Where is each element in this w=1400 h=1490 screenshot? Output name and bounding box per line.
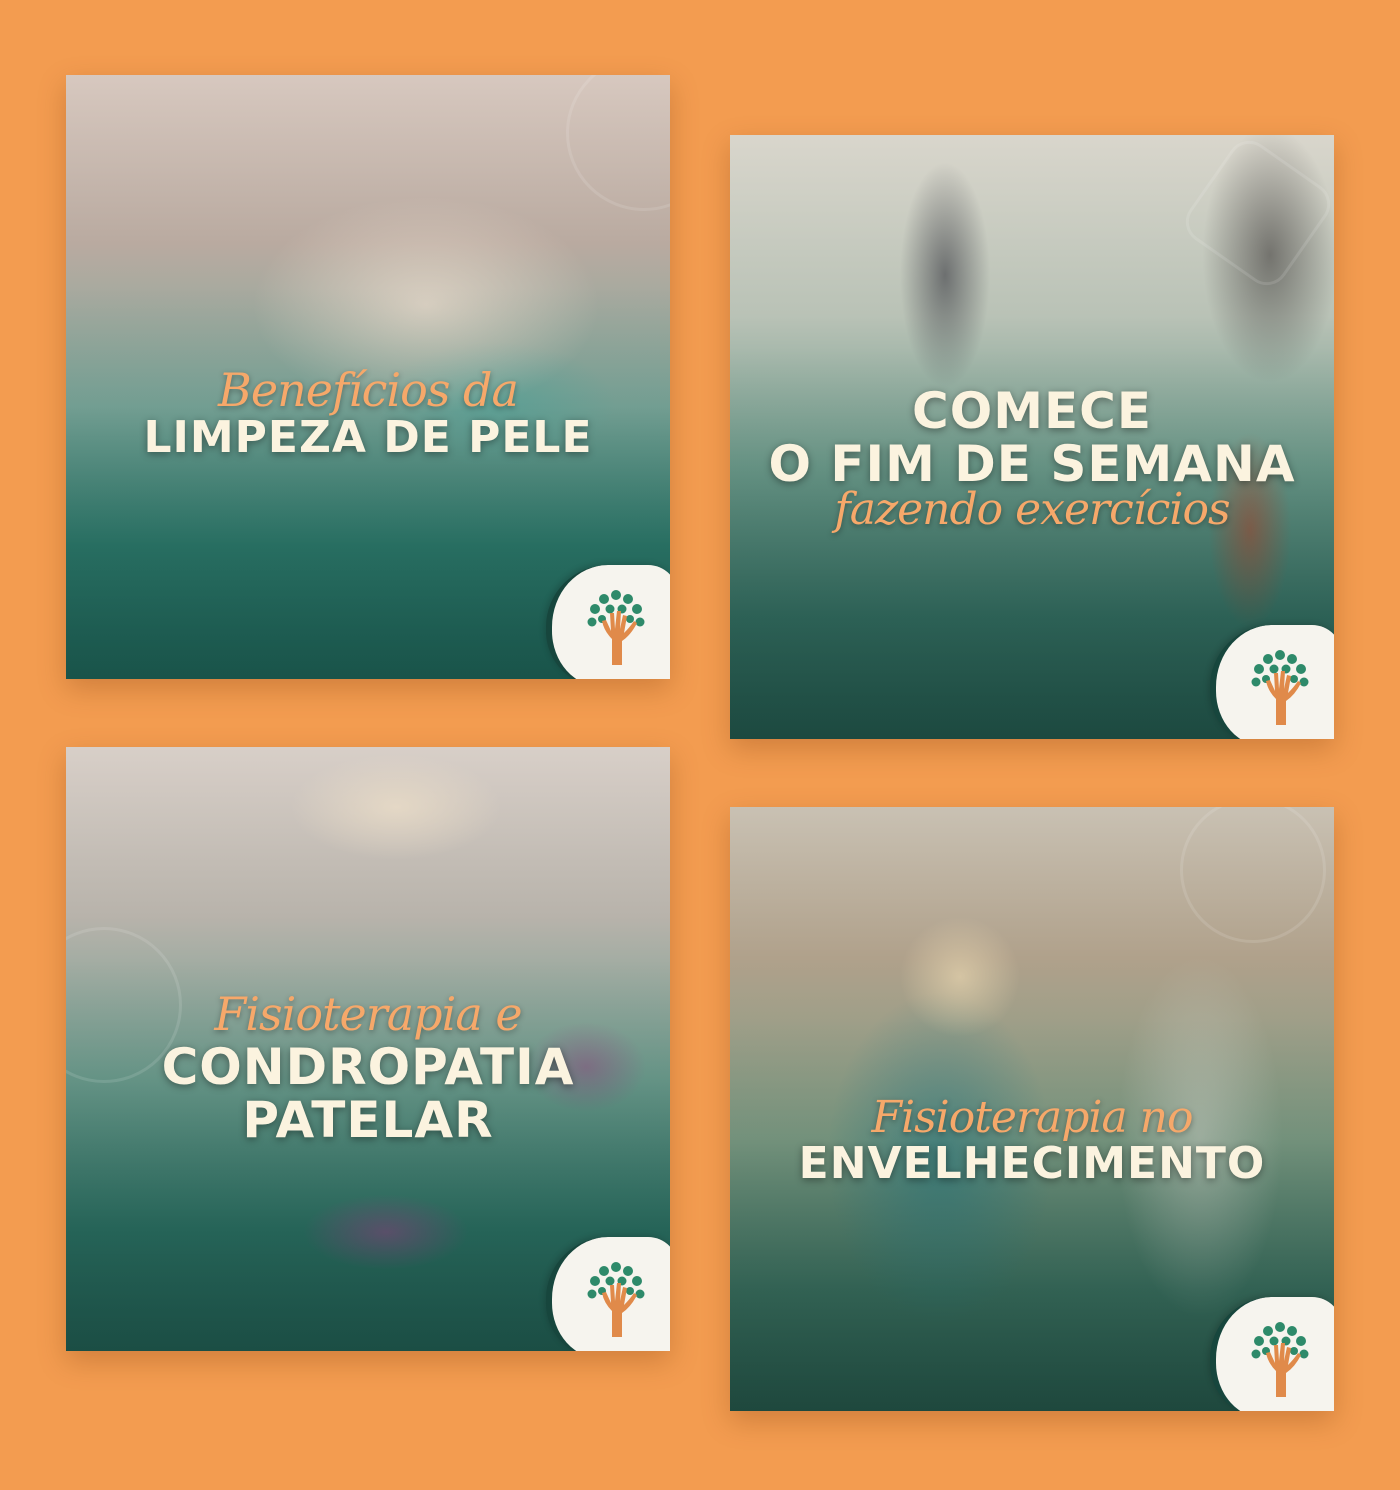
brand-logo-badge: [546, 565, 670, 679]
brand-logo-badge: [546, 1237, 670, 1351]
tree-hand-icon: [587, 1262, 645, 1337]
post-headline: Benefícios da LIMPEZA DE PELE: [66, 363, 670, 461]
tree-hand-icon: [587, 590, 645, 665]
post-headline: COMECE O FIM DE SEMANA fazendo exercício…: [730, 385, 1334, 535]
headline-caps-line: O FIM DE SEMANA: [768, 434, 1296, 493]
headline-script-text: fazendo exercícios: [834, 484, 1230, 535]
headline-caps-line: LIMPEZA DE PELE: [143, 412, 593, 463]
post-headline: Fisioterapia e CONDROPATIA PATELAR: [66, 987, 670, 1146]
decorative-circle: [1180, 807, 1326, 943]
headline-caps-line: PATELAR: [242, 1090, 494, 1149]
brand-logo-badge: [1210, 1297, 1334, 1411]
headline-caps-line: CONDROPATIA: [161, 1038, 575, 1096]
post-card-envelhecimento: Fisioterapia no ENVELHECIMENTO: [730, 807, 1334, 1411]
headline-script-text: Fisioterapia no: [871, 1092, 1193, 1143]
headline-caps-line: COMECE: [912, 382, 1152, 440]
post-card-fim-de-semana: COMECE O FIM DE SEMANA fazendo exercício…: [730, 135, 1334, 739]
headline-script-text: Benefícios da: [218, 363, 519, 417]
tree-hand-icon: [1251, 650, 1309, 725]
headline-caps-line: ENVELHECIMENTO: [798, 1138, 1266, 1189]
tree-hand-icon: [1251, 1322, 1309, 1397]
post-headline: Fisioterapia no ENVELHECIMENTO: [730, 1092, 1334, 1187]
post-card-condropatia-patelar: Fisioterapia e CONDROPATIA PATELAR: [66, 747, 670, 1351]
headline-script-text: Fisioterapia e: [214, 987, 522, 1041]
brand-logo-badge: [1210, 625, 1334, 739]
post-card-limpeza-de-pele: Benefícios da LIMPEZA DE PELE: [66, 75, 670, 679]
